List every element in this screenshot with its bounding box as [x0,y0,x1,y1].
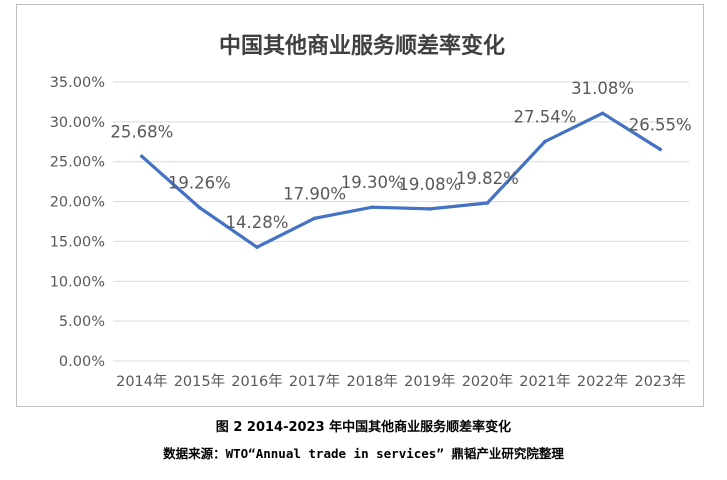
y-axis-tick-labels: 0.00% 5.00% 10.00% 15.00% 20.00% 25.00% 30.00%… [50,75,105,370]
data-point [485,201,490,205]
y-tick-label: 25.00% [50,155,105,171]
data-labels: 25.68% 19.26% 14.28% 17.90%19.30%19.08%19.8… [110,79,691,232]
x-tick-label: 2021年 [519,373,570,390]
x-tick-label: 2023年 [634,373,685,390]
data-label: 19.82% [456,169,519,188]
data-label: 27.54% [514,107,577,126]
y-tick-label: 35.00% [50,75,105,91]
figure-caption: 图 2 2014-2023 年中国其他商业服务顺差率变化 [215,420,512,435]
x-axis-tick-labels: 2014年 2015年 2016年 2017年 2018年 2019年 2020年 2021年… [116,373,686,390]
y-tick-label: 10.00% [50,274,105,290]
data-label: 31.08% [571,79,634,98]
data-label: 25.68% [110,122,173,141]
data-point [658,147,662,152]
x-tick-label: 2022年 [577,373,628,390]
x-tick-label: 2014年 [116,373,167,390]
data-label: 14.28% [226,213,289,232]
x-tick-label: 2016年 [231,373,282,390]
x-tick-label: 2017年 [289,373,340,390]
chart-title: 中国其他商业服务顺差率变化 [219,33,505,59]
data-point [312,216,317,221]
x-tick-label: 2019年 [404,373,455,390]
data-point [428,207,432,211]
y-tick-label: 20.00% [50,195,105,211]
y-tick-label: 0.00% [59,354,105,370]
data-point [197,205,202,210]
x-tick-label: 2015年 [174,373,225,390]
data-points [140,111,662,249]
data-label: 17.90% [283,184,346,203]
y-tick-label: 5.00% [59,314,105,330]
series-line-layer [140,111,662,249]
line-chart: 中国其他商业服务顺差率变化 0.00% 5.00% 10.00% 15.00% 20.0… [50,33,692,390]
data-point [255,245,259,249]
series-line [140,111,662,249]
data-label: 19.26% [168,173,231,192]
x-tick-label: 2020年 [462,373,513,390]
data-point [140,154,144,159]
source-note: 数据来源：WTO“Annual trade in services” 鼎韬产业研… [163,446,564,461]
data-label: 19.08% [398,175,461,194]
x-tick-label: 2018年 [346,373,397,390]
data-point [543,139,547,144]
data-label: 26.55% [629,115,692,134]
data-point [370,205,375,209]
gridlines [113,81,689,362]
data-point [600,111,605,116]
data-label: 19.30% [341,173,404,192]
y-tick-label: 15.00% [50,234,105,250]
y-tick-label: 30.00% [50,115,105,131]
chart-frame: 中国其他商业服务顺差率变化 0.00% 5.00% 10.00% 15.00% 20.0… [16,4,704,407]
